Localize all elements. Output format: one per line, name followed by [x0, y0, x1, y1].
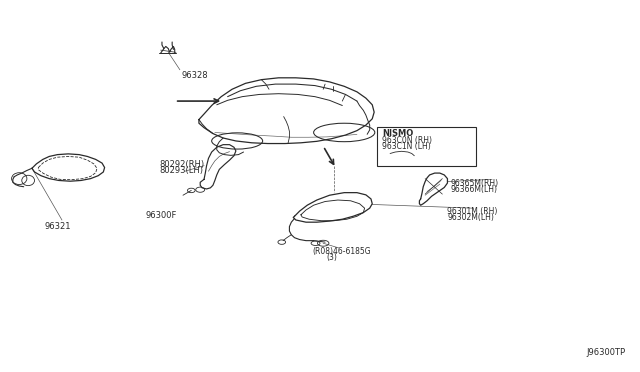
Text: 96366M(LH): 96366M(LH): [451, 185, 498, 193]
Text: 96301M (RH): 96301M (RH): [447, 208, 498, 217]
Text: 963C0N (RH): 963C0N (RH): [383, 136, 433, 145]
Text: NISMO: NISMO: [383, 129, 413, 138]
Text: J96300TP: J96300TP: [587, 347, 626, 357]
Text: 96328: 96328: [182, 71, 209, 80]
Text: 96321: 96321: [45, 222, 71, 231]
Text: 80293(LH): 80293(LH): [159, 166, 204, 175]
Text: 96365M(RH): 96365M(RH): [451, 179, 499, 187]
Text: 96300F: 96300F: [145, 211, 177, 220]
Text: 963C1N (LH): 963C1N (LH): [383, 142, 431, 151]
Text: 80292(RH): 80292(RH): [159, 160, 205, 169]
Text: (R08)46-6185G: (R08)46-6185G: [312, 247, 371, 256]
Bar: [378, 127, 476, 166]
Text: (3): (3): [326, 253, 337, 262]
Text: 96302M(LH): 96302M(LH): [447, 213, 494, 222]
